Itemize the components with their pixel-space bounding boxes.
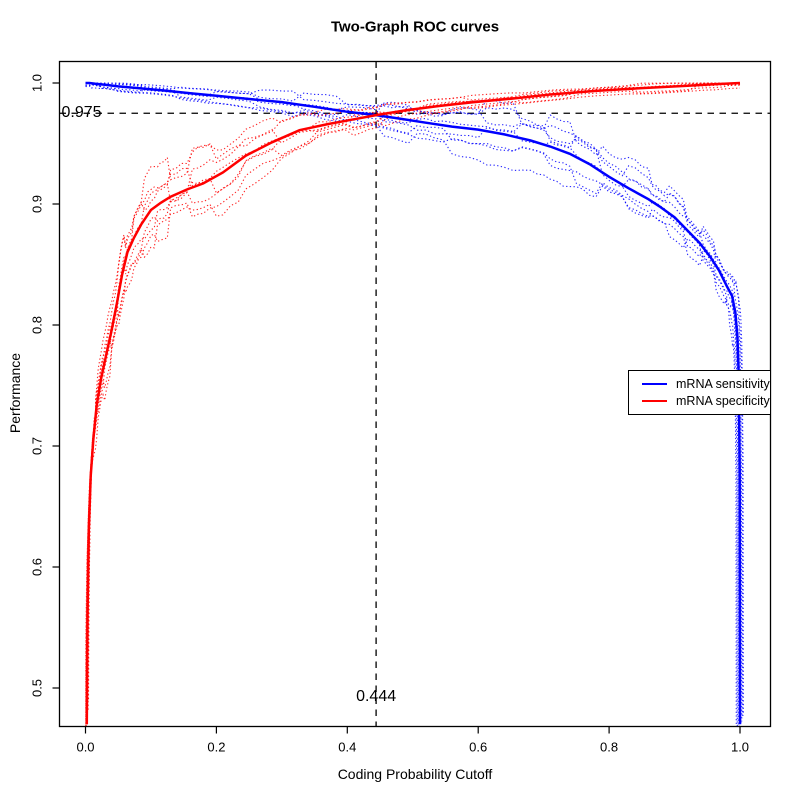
x-tick-label: 0.8 <box>600 739 619 755</box>
x-tick-label: 0.6 <box>469 739 488 755</box>
y-tick-label: 1.0 <box>29 73 45 93</box>
sensitivity-line-swatch <box>642 383 667 385</box>
performance-threshold-label: 0.975 <box>61 104 102 122</box>
y-tick-label: 0.9 <box>29 194 45 214</box>
x-tick-label: 0.2 <box>207 739 226 755</box>
y-tick-label: 0.8 <box>29 315 45 335</box>
legend-item-specificity: mRNA specificity <box>629 394 770 409</box>
y-axis-label: Performance <box>7 352 23 434</box>
specificity-line-swatch <box>642 400 667 402</box>
sensitivity-replicate-curve <box>85 82 743 722</box>
specificity-replicate-curve <box>85 83 741 727</box>
legend-label-sensitivity: mRNA sensitivity <box>676 377 770 391</box>
plot-area <box>59 61 771 727</box>
x-tick-label: 0.0 <box>76 739 95 755</box>
sensitivity-replicate-curve <box>85 82 744 716</box>
x-tick-label: 1.0 <box>730 739 750 755</box>
specificity-replicate-curve <box>85 87 741 727</box>
legend-box: mRNA sensitivity mRNA specificity <box>628 370 771 415</box>
legend-item-sensitivity: mRNA sensitivity <box>629 377 770 392</box>
legend-label-specificity: mRNA specificity <box>676 394 770 408</box>
x-tick-label: 0.4 <box>338 739 357 755</box>
sensitivity-replicate-curve <box>85 82 742 725</box>
specificity-replicate-curve <box>87 82 740 710</box>
sensitivity-replicate-curve <box>85 84 738 727</box>
specificity-replicate-curve <box>85 84 740 727</box>
specificity-curve <box>85 81 741 725</box>
x-axis-label: Coding Probability Cutoff <box>337 766 493 782</box>
cutoff-threshold-label: 0.444 <box>356 688 397 705</box>
specificity-replicate-curve <box>87 82 740 700</box>
y-tick-label: 0.6 <box>29 557 45 577</box>
y-tick-label: 0.5 <box>29 678 45 698</box>
chart-title: Two-Graph ROC curves <box>330 18 500 36</box>
sensitivity-replicate-curve <box>85 84 737 727</box>
y-tick-label: 0.7 <box>29 436 45 456</box>
sensitivity-curve <box>85 81 742 725</box>
